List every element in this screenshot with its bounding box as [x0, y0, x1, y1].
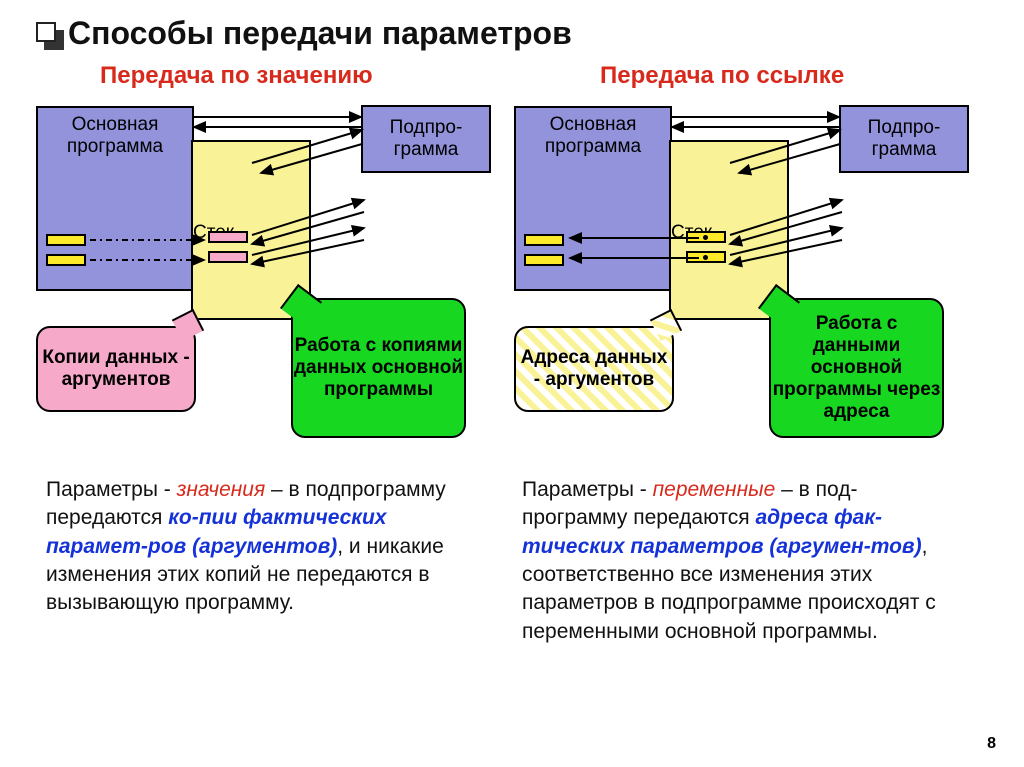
callout-work-copies-text: Работа с копиями данных основной програм… — [293, 335, 464, 401]
description-right: Параметры - переменные – в под-программу… — [522, 476, 962, 646]
stack-copy-2 — [208, 251, 248, 263]
sub-program-label-r: Подпро-грамма — [841, 117, 967, 161]
description-left: Параметры - значения – в подпрограмму пе… — [46, 476, 486, 618]
sub-program-box-r: Подпро-грамма — [839, 105, 969, 173]
callout-addresses: Адреса данных - аргументов — [514, 326, 674, 412]
dr-p1: Параметры - — [522, 478, 653, 501]
dl-p1: Параметры - — [46, 478, 177, 501]
callout-copies: Копии данных - аргументов — [36, 326, 196, 412]
sub-program-label: Подпро-грамма — [363, 117, 489, 161]
dl-i1: значения — [177, 478, 266, 501]
var-cell-1-r — [524, 234, 564, 246]
page-number: 8 — [987, 735, 996, 753]
subtitle-left: Передача по значению — [100, 62, 373, 90]
stack-copy-1 — [208, 231, 248, 243]
var-cell-1 — [46, 234, 86, 246]
dr-i1: переменные — [653, 478, 776, 501]
var-cell-2 — [46, 254, 86, 266]
callout-work-addr: Работа с данными основной программы чере… — [769, 298, 944, 438]
callout-copies-text: Копии данных - аргументов — [38, 347, 194, 391]
page-title: Способы передачи параметров — [68, 15, 572, 52]
callout-addresses-text: Адреса данных - аргументов — [516, 347, 672, 391]
main-program-label-r: Основная программа — [516, 114, 670, 158]
callout-work-copies: Работа с копиями данных основной програм… — [291, 298, 466, 438]
diagram-by-reference: Основная программа Подпро-грамма Стек Ад… — [514, 100, 969, 450]
addr-dot-2 — [703, 255, 708, 260]
addr-dot-1 — [703, 235, 708, 240]
main-program-label: Основная программа — [38, 114, 192, 158]
sub-program-box: Подпро-грамма — [361, 105, 491, 173]
diagram-by-value: Основная программа Подпро-грамма Стек Ко… — [36, 100, 491, 450]
callout-work-addr-text: Работа с данными основной программы чере… — [771, 313, 942, 422]
subtitle-right: Передача по ссылке — [600, 62, 844, 90]
title-bullet — [36, 22, 56, 42]
var-cell-2-r — [524, 254, 564, 266]
